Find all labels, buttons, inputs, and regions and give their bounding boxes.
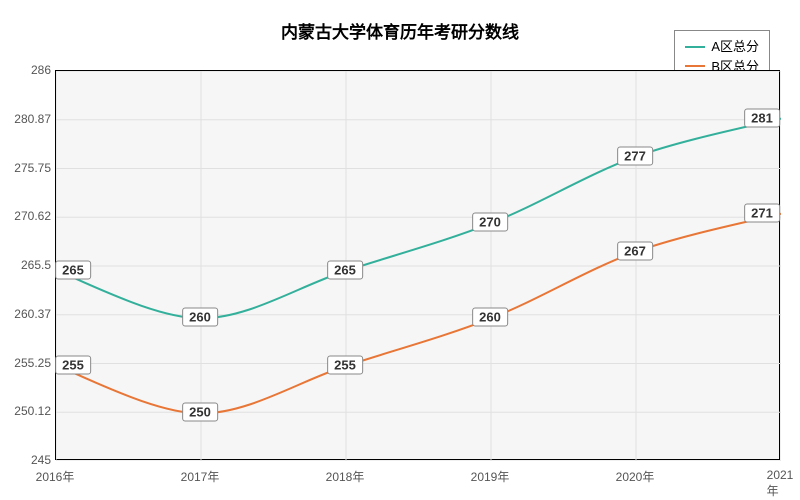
y-axis-label: 270.62 (3, 209, 51, 223)
line-series-a (56, 119, 781, 319)
y-axis-label: 280.87 (3, 112, 51, 126)
y-axis-label: 250.12 (3, 404, 51, 418)
x-axis-label: 2018年 (326, 468, 365, 485)
y-axis-label: 275.75 (3, 161, 51, 175)
legend-line-a (685, 46, 705, 48)
data-label: 260 (472, 308, 508, 327)
y-axis-label: 265.5 (3, 258, 51, 272)
y-axis-label: 245 (3, 453, 51, 467)
y-axis-label: 286 (3, 63, 51, 77)
data-label: 265 (327, 260, 363, 279)
data-label: 260 (182, 308, 218, 327)
x-axis-label: 2016年 (36, 468, 75, 485)
data-label: 271 (744, 203, 780, 222)
data-label: 281 (744, 108, 780, 127)
data-label: 255 (55, 355, 91, 374)
chart-container: 内蒙古大学体育历年考研分数线 A区总分 B区总分 245250.12255.25… (0, 0, 800, 500)
data-label: 255 (327, 355, 363, 374)
data-label: 277 (617, 146, 653, 165)
x-axis-label: 2021年 (767, 468, 794, 499)
x-axis-label: 2017年 (181, 468, 220, 485)
data-label: 250 (182, 403, 218, 422)
data-label: 270 (472, 213, 508, 232)
legend-item-a: A区总分 (685, 37, 759, 57)
y-axis-label: 260.37 (3, 307, 51, 321)
plot-area (55, 70, 780, 460)
legend-line-b (685, 65, 705, 67)
data-label: 265 (55, 260, 91, 279)
y-axis-label: 255.25 (3, 356, 51, 370)
legend-label-a: A区总分 (711, 37, 759, 57)
data-label: 267 (617, 241, 653, 260)
x-axis-label: 2020年 (616, 468, 655, 485)
x-axis-label: 2019年 (471, 468, 510, 485)
